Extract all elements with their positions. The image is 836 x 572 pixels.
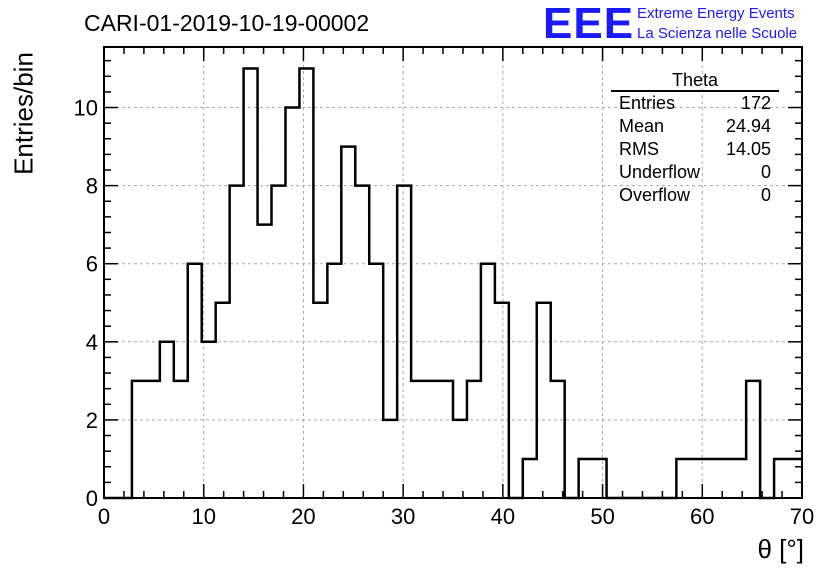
histogram-bin [258,225,272,498]
histogram-bin [788,459,802,498]
chart-title: CARI-01-2019-10-19-00002 [84,10,370,36]
histogram-bin [453,420,467,498]
y-tick-label: 8 [86,174,98,199]
logo-line-1: Extreme Energy Events [637,5,795,22]
histogram-bin [174,381,188,498]
logo-mark: EEE [543,0,635,48]
stat-label: Mean [619,116,665,136]
x-tick-label: 40 [491,504,515,529]
histogram-bin [383,420,397,498]
histogram-bin [579,459,593,498]
histogram-bin [523,459,537,498]
histogram-bin [369,264,383,498]
stat-label: Overflow [619,185,691,205]
x-tick-label: 30 [391,504,415,529]
histogram-bin [704,459,718,498]
stat-value: 14.05 [725,139,771,159]
histogram-bin [718,459,732,498]
stat-row-underflow: Underflow 0 [611,161,779,184]
histogram-bin [495,303,509,498]
histogram-bin [244,68,258,498]
histogram-bin [327,264,341,498]
histogram-bin [774,459,788,498]
stat-value: 0 [760,162,771,182]
x-tick-label: 70 [790,504,814,529]
stat-label: Underflow [619,162,701,182]
stat-value: 172 [740,93,771,113]
eee-logo: EEE [543,2,634,46]
histogram-bin [593,459,607,498]
y-tick-label: 4 [86,330,98,355]
stat-value: 24.94 [725,116,771,136]
histogram-bin [313,303,327,498]
histogram-bin [132,381,146,498]
histogram-bin [676,459,690,498]
histogram-bin [439,381,453,498]
histogram-bin [216,303,230,498]
histogram-bin [146,381,160,498]
y-tick-label: 6 [86,252,98,277]
y-tick-label: 0 [86,486,98,511]
tick-labels: 0 10 20 30 40 50 60 70 0 2 4 6 8 10 [74,96,815,529]
stat-row-mean: Mean 24.94 [611,115,779,138]
stat-value: 0 [760,185,771,205]
histogram-bin [299,68,313,498]
histogram-bin [425,381,439,498]
x-axis-label: θ [°] [757,534,804,564]
stat-row-overflow: Overflow 0 [611,184,779,207]
stats-box: Theta Entries 172 Mean 24.94 RMS 14.05 U… [611,70,779,207]
y-axis-label: Entries/bin [8,52,39,175]
x-tick-label: 20 [291,504,315,529]
histogram-bin [746,381,760,498]
histogram-bin [285,108,299,498]
histogram-bin [188,264,202,498]
histogram-bin [551,381,565,498]
histogram-bin [467,381,481,498]
histogram-bin [481,264,495,498]
histogram-bin [537,303,551,498]
logo-subtitle: Extreme Energy Events La Scienza nelle S… [637,4,797,44]
x-tick-label: 60 [690,504,714,529]
histogram-bin [411,381,425,498]
histogram-bin [732,459,746,498]
stats-title: Theta [611,70,779,92]
stat-row-rms: RMS 14.05 [611,138,779,161]
histogram-bin [341,147,355,498]
stat-label: RMS [619,139,659,159]
stat-row-entries: Entries 172 [611,92,779,115]
x-tick-label: 0 [98,504,110,529]
stat-label: Entries [619,93,676,113]
y-tick-label: 2 [86,408,98,433]
y-tick-label: 10 [74,96,98,121]
x-tick-label: 50 [590,504,614,529]
x-tick-label: 10 [191,504,215,529]
logo-line-2: La Scienza nelle Scuole [637,25,798,42]
plot-frame [103,46,803,499]
